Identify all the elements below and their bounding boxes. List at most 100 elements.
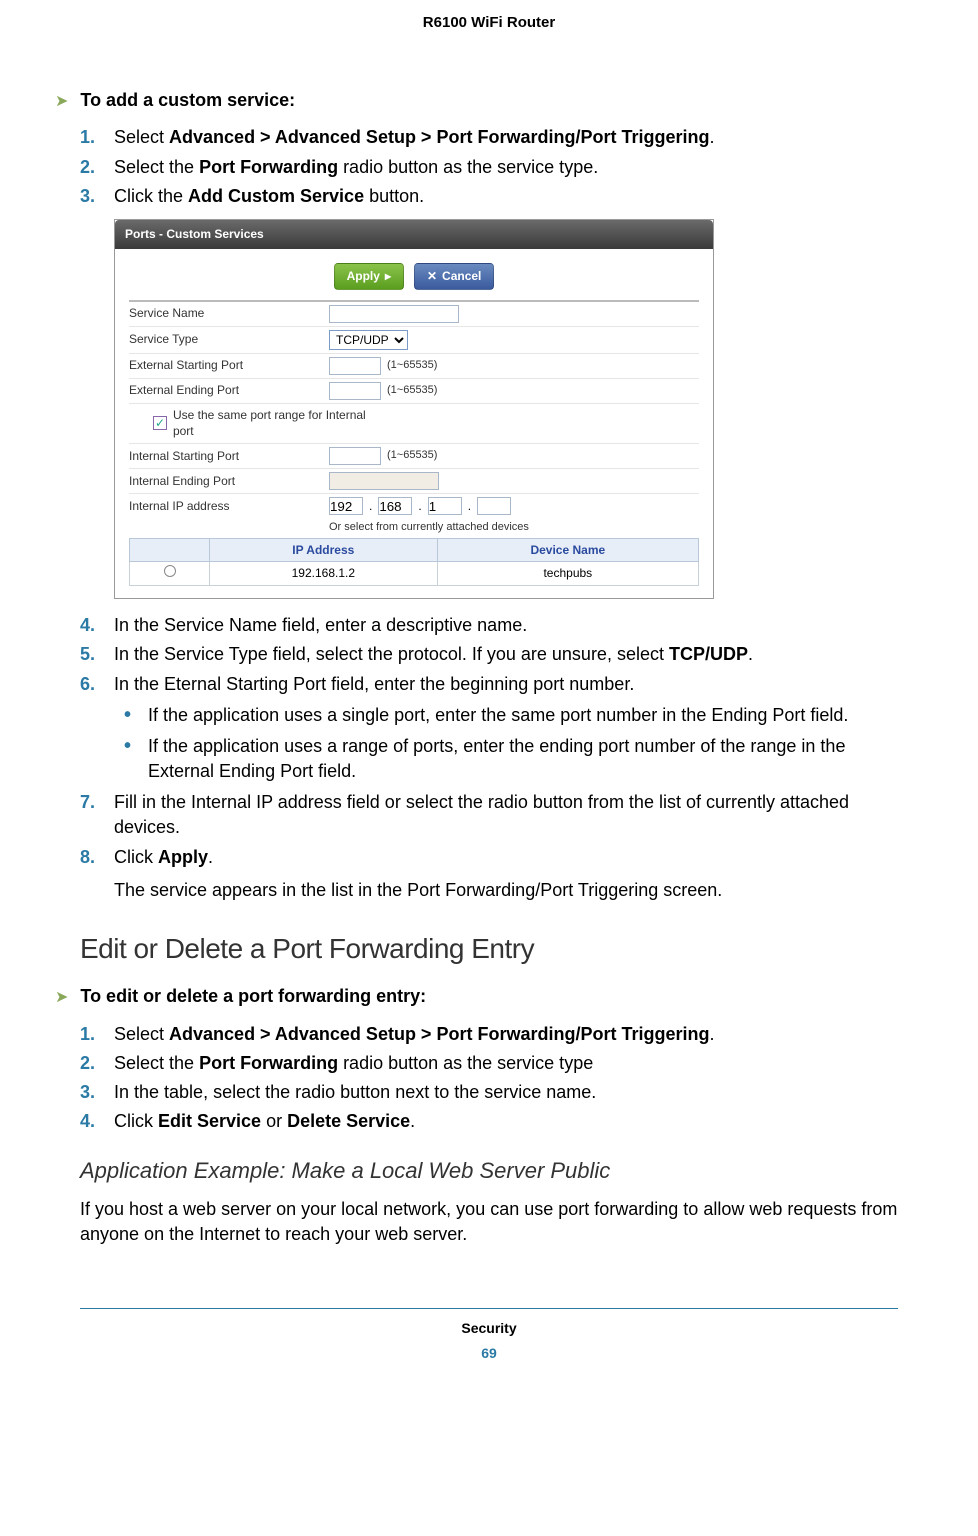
form: Service Name Service TypeTCP/UDP Externa… [115,300,713,599]
paragraph: If you host a web server on your local n… [80,1197,898,1247]
step-bold: Edit Service [158,1111,261,1131]
label-ext-end: External Ending Port [129,382,329,399]
ip-octet-1[interactable] [329,497,363,515]
step-4: 4.Click Edit Service or Delete Service. [114,1109,898,1134]
cancel-label: Cancel [442,268,481,285]
cancel-button[interactable]: ✕ Cancel [414,263,494,290]
step-bold: Port Forwarding [199,1053,338,1073]
procedure-title: To edit or delete a port forwarding entr… [80,984,426,1009]
step-number: 2. [80,155,95,180]
range-hint: (1~65535) [387,448,437,463]
th-blank [130,538,210,562]
step-bold: Advanced > Advanced Setup > Port Forward… [169,1024,709,1044]
play-icon: ▸ [385,268,391,285]
step-number: 6. [80,672,95,697]
step-7: 7.Fill in the Internal IP address field … [114,790,898,840]
step-text: Fill in the Internal IP address field or… [114,792,849,837]
ext-start-input[interactable] [329,357,381,375]
cell-ip: 192.168.1.2 [210,562,438,586]
arrow-icon: ➤ [55,987,68,1009]
step-text: Click [114,847,158,867]
step-1: 1.Select Advanced > Advanced Setup > Por… [114,125,898,150]
x-icon: ✕ [427,268,437,285]
bullet-list: If the application uses a single port, e… [114,703,898,785]
step-bold: TCP/UDP [669,644,748,664]
step-number: 7. [80,790,95,815]
window-titlebar: Ports - Custom Services [115,220,713,249]
step-number: 4. [80,613,95,638]
footer-page-number: 69 [80,1344,898,1364]
int-end-input [329,472,439,490]
arrow-icon: ➤ [55,91,68,113]
step-text: Select [114,127,169,147]
step-number: 1. [80,125,95,150]
step-text: In the Service Type field, select the pr… [114,644,669,664]
step-text: radio button as the service type. [338,157,598,177]
step-number: 1. [80,1022,95,1047]
step-note: The service appears in the list in the P… [114,878,898,903]
cell-device: techpubs [437,562,698,586]
step-number: 2. [80,1051,95,1076]
bullet-item: If the application uses a range of ports… [148,734,898,784]
step-text: In the Service Name field, enter a descr… [114,615,527,635]
step-bold: Port Forwarding [199,157,338,177]
step-text: . [709,1024,714,1044]
ip-octet-4[interactable] [477,497,511,515]
step-text: In the Eternal Starting Port field, ente… [114,674,634,694]
ip-octet-3[interactable] [428,497,462,515]
step-number: 3. [80,184,95,209]
step-text: Click [114,1111,158,1131]
apply-label: Apply [347,268,380,285]
bullet-text: If the application uses a range of ports… [148,736,845,781]
label-int-ip: Internal IP address [129,498,329,515]
table-row: 192.168.1.2 techpubs [130,562,699,586]
step-text: . [208,847,213,867]
step-bold: Apply [158,847,208,867]
step-text: . [748,644,753,664]
step-text: button. [364,186,424,206]
step-text: . [410,1111,415,1131]
page-header: R6100 WiFi Router [80,0,898,88]
step-bold: Delete Service [287,1111,410,1131]
step-text: . [709,127,714,147]
step-text: Select [114,1024,169,1044]
step-text: Click the [114,186,188,206]
label-same-range: Use the same port range for Internal por… [173,407,389,441]
apply-button[interactable]: Apply ▸ [334,263,404,290]
th-ip: IP Address [210,538,438,562]
or-select-text: Or select from currently attached device… [129,520,699,535]
th-device: Device Name [437,538,698,562]
ip-octet-2[interactable] [378,497,412,515]
section-heading: Edit or Delete a Port Forwarding Entry [80,929,898,968]
screenshot-ports-custom-services: Ports - Custom Services Apply ▸ ✕ Cancel S… [114,219,714,599]
page-footer: Security 69 [80,1308,898,1364]
attached-devices-table: IP AddressDevice Name 192.168.1.2 techpu… [129,538,699,587]
step-5: 5.In the Service Type field, select the … [114,642,898,667]
same-range-checkbox[interactable] [153,416,167,430]
step-1: 1.Select Advanced > Advanced Setup > Por… [114,1022,898,1047]
int-start-input[interactable] [329,447,381,465]
service-name-input[interactable] [329,305,459,323]
step-4: 4.In the Service Name field, enter a des… [114,613,898,638]
procedure-heading: ➤ To edit or delete a port forwarding en… [55,984,898,1009]
bullet-text: If the application uses a single port, e… [148,705,848,725]
step-2: 2.Select the Port Forwarding radio butto… [114,1051,898,1076]
service-type-select[interactable]: TCP/UDP [329,330,408,350]
step-3: 3.Click the Add Custom Service button. P… [114,184,898,599]
step-number: 4. [80,1109,95,1134]
step-8: 8.Click Apply. The service appears in th… [114,845,898,903]
label-service-name: Service Name [129,305,329,322]
procedure-steps: 1. Select Advanced > Advanced Setup > Por… [80,1022,898,1135]
label-int-end: Internal Ending Port [129,473,329,490]
step-number: 3. [80,1080,95,1105]
range-hint: (1~65535) [387,358,437,373]
label-ext-start: External Starting Port [129,357,329,374]
label-int-start: Internal Starting Port [129,448,329,465]
device-radio[interactable] [164,565,176,577]
ext-end-input[interactable] [329,382,381,400]
step-6: 6.In the Eternal Starting Port field, en… [114,672,898,785]
footer-label: Security [80,1319,898,1339]
step-text: or [261,1111,287,1131]
step-bold: Advanced > Advanced Setup > Port Forward… [169,127,709,147]
step-number: 8. [80,845,95,870]
